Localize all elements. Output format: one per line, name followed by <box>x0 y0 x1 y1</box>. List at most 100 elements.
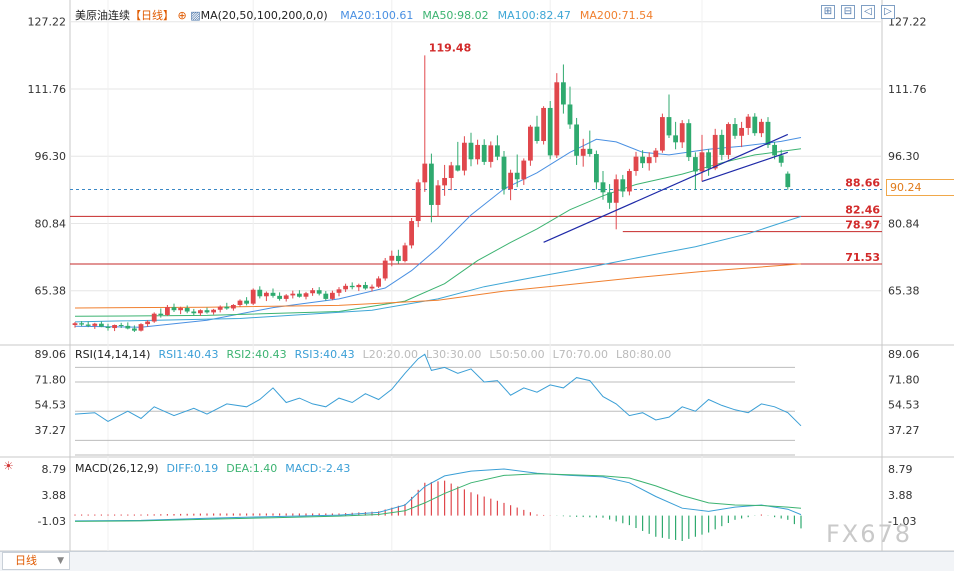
rsi-legend-item: RSI(14,14,14) <box>75 348 151 361</box>
candle <box>561 64 566 114</box>
candle <box>297 290 302 298</box>
settings-sun-icon[interactable]: ☀ <box>3 459 14 473</box>
candle <box>699 134 705 182</box>
price-legend: 美原油连续【日线】 ⊕ ▨MA(20,50,100,200,0,0) MA20:… <box>75 7 653 23</box>
candle <box>646 152 652 171</box>
candle-body <box>726 124 731 155</box>
candle-body <box>785 173 791 188</box>
candle-body <box>343 285 348 290</box>
macd-tick-right: -1.03 <box>888 515 916 528</box>
candle-body <box>283 295 289 299</box>
candle-body <box>178 308 183 311</box>
candle <box>613 174 619 230</box>
candle <box>409 217 414 249</box>
candle-body <box>217 306 223 310</box>
rsi-legend-item: L70:70.00 <box>552 348 608 361</box>
level-label: 82.46 <box>845 203 880 216</box>
plus-circle-icon[interactable]: ⊕ <box>177 9 187 22</box>
level-label: 88.66 <box>845 176 880 189</box>
candle-body <box>706 152 711 169</box>
candle <box>429 153 434 223</box>
candle-body <box>646 157 652 164</box>
candle <box>303 291 309 300</box>
ma-legend-item: MA50:98.02 <box>422 9 489 22</box>
candle <box>396 249 401 264</box>
candle <box>785 171 791 190</box>
candle-body <box>132 328 137 331</box>
candle <box>660 113 665 153</box>
candle <box>567 86 573 129</box>
candle-body <box>442 177 447 186</box>
candle-body <box>448 165 454 178</box>
candle-body <box>620 179 626 192</box>
rsi-legend-item: L20:20.00 <box>362 348 418 361</box>
candle <box>85 321 91 328</box>
candle-body <box>264 292 269 297</box>
candle-body <box>415 182 421 222</box>
candle-body <box>336 289 342 293</box>
period-label[interactable]: 【日线】 <box>130 9 174 22</box>
candle-body <box>369 286 375 289</box>
price-tick-left: 127.22 <box>28 16 67 29</box>
candle-body <box>528 126 533 161</box>
candle <box>158 308 164 318</box>
macd-tick-right: 3.88 <box>888 489 913 502</box>
timeframe-select[interactable]: 日线 ▼ <box>2 552 70 570</box>
indicator-icon[interactable]: ▨ <box>190 9 201 22</box>
zoom-out-icon[interactable]: ⊟ <box>841 5 855 19</box>
candle-body <box>316 290 322 294</box>
candle-body <box>495 145 500 157</box>
candle-body <box>356 284 362 288</box>
rsi-tick-right: 54.53 <box>888 399 920 412</box>
candle <box>224 302 230 310</box>
move-right-icon[interactable]: ▷ <box>881 5 895 19</box>
move-left-icon[interactable]: ◁ <box>861 5 875 19</box>
candle <box>382 258 388 281</box>
rsi-tick-right: 37.27 <box>888 424 920 437</box>
rsi-tick-left: 54.53 <box>35 399 67 412</box>
candle-body <box>752 116 758 134</box>
candle <box>231 304 236 311</box>
rsi-legend-item: RSI1:40.43 <box>158 348 219 361</box>
candle-body <box>607 192 612 203</box>
zoom-in-icon[interactable]: ⊞ <box>821 5 835 19</box>
level-label: 78.97 <box>845 219 880 232</box>
candle <box>693 152 698 190</box>
candle-body <box>290 293 296 296</box>
candle-body <box>396 255 401 262</box>
candle-body <box>270 292 276 296</box>
candle <box>250 288 256 305</box>
candle-body <box>488 145 494 162</box>
candle <box>363 281 368 290</box>
candle-body <box>481 144 487 162</box>
candle <box>541 106 546 145</box>
candle <box>706 149 711 176</box>
candle <box>343 283 348 292</box>
candle-body <box>561 82 566 105</box>
candle <box>435 180 441 217</box>
candle <box>640 150 645 168</box>
candle-body <box>151 313 157 322</box>
candle <box>600 171 606 200</box>
candle-body <box>686 123 692 158</box>
candle <box>534 115 540 144</box>
rsi-tick-left: 89.06 <box>35 348 67 361</box>
candle-body <box>118 324 124 326</box>
candle-body <box>455 165 461 171</box>
candle-body <box>422 163 428 183</box>
candle <box>475 139 480 165</box>
candle-body <box>145 321 150 325</box>
candle <box>745 114 751 135</box>
symbol-title: 美原油连续 <box>75 9 130 22</box>
candle <box>72 321 78 328</box>
candle-body <box>211 309 216 313</box>
ma-params-label[interactable]: MA(20,50,100,200,0,0) <box>200 9 328 22</box>
price-tick-right: 127.22 <box>888 16 927 29</box>
rsi-tick-left: 71.80 <box>35 373 67 386</box>
price-tick-left: 80.84 <box>35 217 67 230</box>
rsi-legend-item: RSI3:40.43 <box>294 348 355 361</box>
candle <box>171 303 177 312</box>
candle-body <box>310 290 315 294</box>
candle-body <box>382 260 388 279</box>
